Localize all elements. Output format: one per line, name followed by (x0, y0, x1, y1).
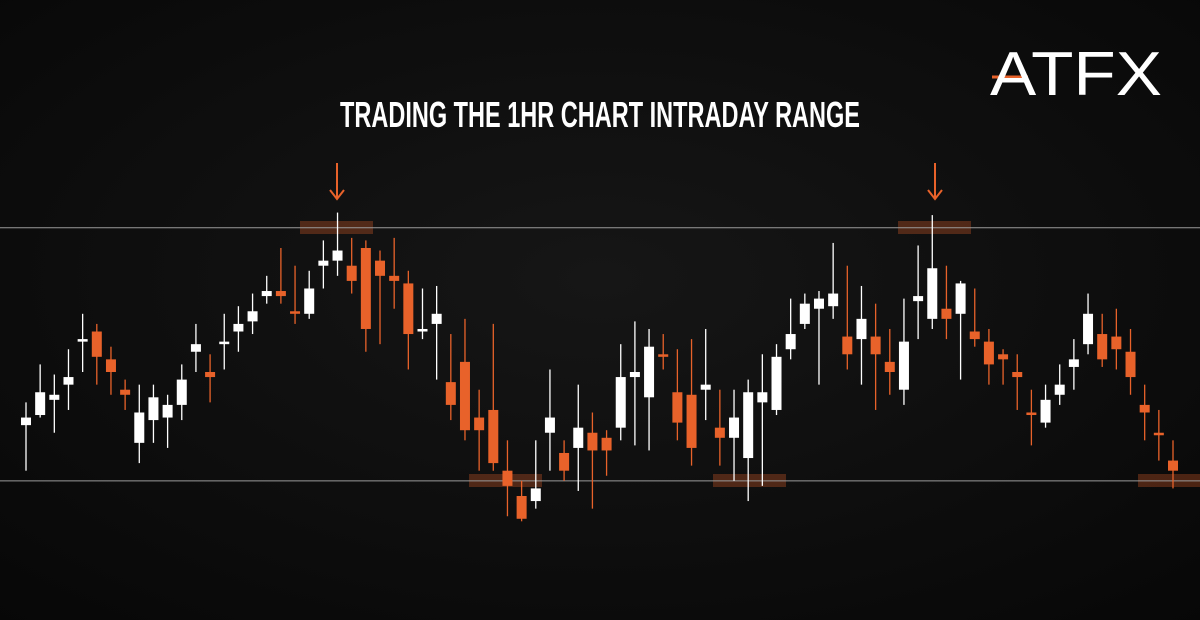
candle-body (587, 432, 598, 451)
candle-body (1054, 384, 1065, 395)
candle-body (35, 392, 46, 416)
candle-body (615, 377, 626, 428)
candle-body (417, 328, 428, 332)
candle-body (1139, 404, 1150, 413)
candle-body (955, 283, 966, 314)
candle-body (375, 260, 386, 276)
arrows (329, 163, 943, 201)
logo: ATFX (990, 40, 1162, 109)
candle-body (360, 248, 371, 329)
candle-body (969, 331, 980, 340)
candle-body (247, 311, 258, 322)
candle-body (120, 389, 131, 395)
candle-body (105, 359, 116, 372)
candle-body (828, 293, 839, 307)
candle-body (275, 291, 286, 297)
candle-body (559, 452, 570, 471)
candle-body (77, 339, 88, 342)
candle-body (459, 361, 470, 431)
candle-body (998, 354, 1009, 360)
candle-body (913, 296, 924, 302)
candle-body (318, 260, 329, 266)
candle-body (190, 344, 201, 352)
candle-body (219, 341, 230, 345)
candle-body (403, 283, 414, 335)
candle-body (205, 372, 216, 378)
candle-body (842, 336, 853, 355)
candle-body (729, 417, 740, 438)
candle-body (927, 268, 938, 319)
candle-body (544, 417, 555, 433)
candle-body (884, 361, 895, 372)
candle-body (771, 356, 782, 410)
candle-body (785, 334, 796, 350)
candle-body (1125, 351, 1136, 378)
candle-body (898, 341, 909, 390)
candle-body (1153, 432, 1164, 436)
candle-body (714, 427, 725, 438)
arrow (927, 163, 943, 201)
candle-body (813, 298, 824, 309)
candle-body (601, 437, 612, 451)
candle-body (686, 394, 697, 448)
candle-body (332, 250, 343, 261)
candle-body (644, 346, 655, 398)
candle-body (1012, 372, 1023, 378)
candle-body (304, 288, 315, 314)
candle-body (1068, 359, 1079, 367)
arrow (329, 163, 345, 201)
candle-body (290, 311, 301, 314)
candle-body (63, 377, 74, 385)
candle-body (445, 382, 456, 405)
candle-body (1168, 460, 1178, 471)
candle-body (573, 427, 584, 448)
candle-body (629, 372, 640, 378)
candle-body (757, 392, 768, 403)
candle-body (1097, 334, 1108, 360)
candle-body (21, 417, 31, 426)
candle-body (658, 354, 669, 357)
candle-body (672, 392, 683, 423)
candle-body (148, 397, 159, 421)
chart-title: TRADING THE 1HR CHART INTRADAY RANGE (340, 94, 860, 135)
candle-body (1026, 412, 1037, 416)
candle-body (1111, 336, 1122, 350)
candle-body (431, 313, 442, 324)
candle-body (743, 392, 754, 459)
candle-body (1040, 399, 1051, 423)
candle-body (134, 412, 145, 443)
candle-body (856, 318, 867, 340)
candle-body (870, 336, 881, 355)
plot (0, 212, 1200, 522)
candle-body (983, 341, 994, 365)
candle-body (389, 275, 400, 281)
candle-body (261, 291, 272, 297)
candle-body (488, 409, 499, 464)
candle-body (346, 265, 357, 281)
candle-body (162, 404, 173, 418)
candle-body (233, 323, 244, 332)
candle-body (91, 331, 102, 357)
candle-body (49, 394, 60, 400)
candle-body (530, 488, 541, 502)
candle-body (176, 379, 187, 405)
candle-body (700, 384, 711, 390)
candle-body (799, 303, 810, 324)
candle-body (1083, 313, 1094, 345)
candle-body (502, 470, 513, 486)
candle-body (941, 308, 952, 319)
candle-body (516, 496, 527, 519)
candle-body (474, 417, 485, 431)
